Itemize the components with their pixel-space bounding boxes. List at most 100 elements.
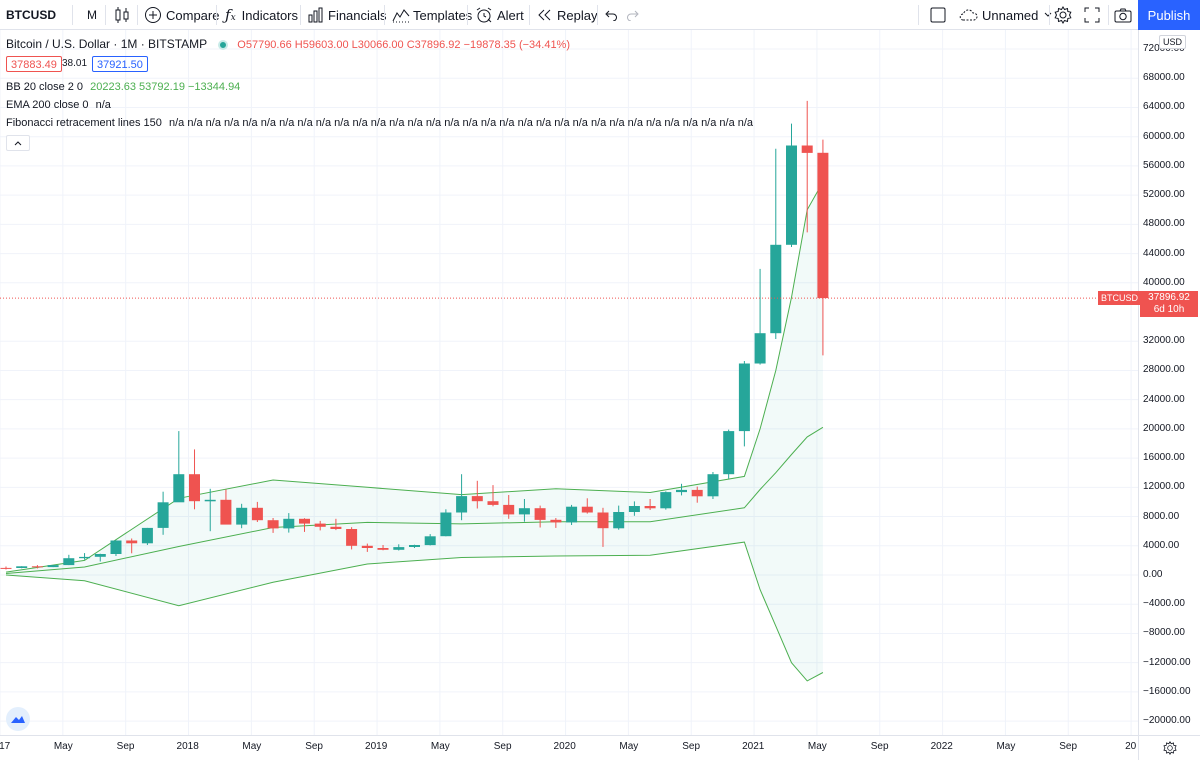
bb-name: BB 20 close 2 0 [6,81,84,93]
fullscreen-button[interactable] [1084,0,1100,30]
financials-label: Financials [328,7,387,23]
market-status-dot [218,40,229,51]
price-axis-label: 48000.00 [1143,218,1185,230]
compare-button[interactable]: Compare [144,0,219,30]
candle-body [94,554,106,557]
financials-button[interactable]: Financials [308,0,387,30]
snapshot-button[interactable] [1114,0,1132,30]
price-axis-label: 52000.00 [1143,189,1185,201]
price-axis-label: 56000.00 [1143,159,1185,171]
toolbar-divider [1108,5,1109,25]
grid [0,30,1138,735]
candle-body [707,474,719,497]
symbol-search-button[interactable]: BTCUSD [6,8,56,22]
toolbar-divider [597,5,598,25]
undo-button[interactable] [604,0,618,30]
price-axis[interactable]: 72000.0068000.0064000.0060000.0056000.00… [1138,30,1200,735]
settings-button[interactable] [1054,0,1072,30]
candle-body [817,152,829,299]
expand-icon [1084,7,1100,23]
chart-type-button[interactable] [114,0,130,30]
bid-price[interactable]: 37883.49 [6,56,62,72]
fullscreen-toggle[interactable] [930,0,946,30]
camera-icon [1114,8,1132,23]
toolbar-divider [918,5,919,25]
fib-legend[interactable]: Fibonacci retracement lines 150 n/a n/a … [6,117,753,129]
toolbar-divider [137,5,138,25]
bar-chart-icon [308,7,323,23]
time-axis-label: 2020 [553,741,576,752]
candle-body [424,536,436,546]
time-axis[interactable]: 2017 May Sep 2018 May Sep 2019 May Sep 2020 May Sep… [0,735,1138,760]
candle-body [16,566,28,568]
indicators-button[interactable]: ƒx Indicators [225,0,298,30]
logo-icon [11,716,25,723]
price-axis-label: −8000.00 [1143,627,1185,639]
ask-price[interactable]: 37921.50 [92,56,148,72]
redo-button[interactable] [626,0,640,30]
price-axis-label: 4000.00 [1143,539,1180,551]
time-axis-label: Sep [305,741,323,752]
time-axis-label: Sep [493,741,512,752]
price-axis-label: 28000.00 [1143,364,1185,376]
interval-button[interactable]: M [87,8,97,22]
rewind-icon [538,9,551,21]
symbol-title: Bitcoin / U.S. Dollar · 1M · BITSTAMP [6,37,208,51]
toolbar-divider [300,5,301,25]
currency-label[interactable]: USD [1159,35,1187,49]
price-axis-label: 60000.00 [1143,130,1185,142]
time-axis-label: 20 [1125,741,1137,752]
toolbar-divider [467,5,468,25]
candle-body [267,520,279,529]
redo-icon [627,10,639,21]
candle-body [204,499,216,502]
candle-body [471,496,483,502]
candle-body [440,512,452,537]
candle-body [676,489,687,493]
time-axis-label: May [53,741,73,752]
ema-value: n/a [95,99,111,111]
price-axis-label: 68000.00 [1143,72,1185,84]
alert-button[interactable]: Alert [475,0,524,30]
candle-body [393,547,405,550]
candle-body [361,545,373,548]
candle-body [126,540,138,544]
time-axis-label: 2019 [365,741,388,752]
tradingview-logo[interactable] [6,707,30,731]
bollinger-lower-line [5,541,824,682]
publish-button[interactable]: Publish [1138,0,1200,30]
price-axis-label: −4000.00 [1143,598,1185,610]
toolbar-divider [72,5,73,25]
price-axis-label: −20000.00 [1143,715,1191,727]
candle-body [487,501,499,505]
candle-body [801,145,813,153]
candle-body [0,567,12,569]
time-axis-label: Sep [1059,741,1078,752]
candle-body [283,518,295,529]
candle-body [518,508,530,515]
ema-name: EMA 200 close 0 [6,99,89,111]
price-axis-label: 16000.00 [1143,452,1185,464]
symbol-legend[interactable]: Bitcoin / U.S. Dollar · 1M · BITSTAMP O5… [6,37,570,51]
candle-body [550,519,562,523]
templates-button[interactable]: Templates [392,0,472,30]
indicators-label: Indicators [241,7,299,23]
price-axis-label: 44000.00 [1143,247,1185,259]
compare-label: Compare [166,7,220,23]
chart-settings-button[interactable] [1138,735,1200,760]
bb-legend[interactable]: BB 20 close 2 0 20223.63 53792.19 −13344… [6,81,240,93]
fib-values: n/a n/a n/a n/a n/a n/a n/a n/a n/a n/a … [168,117,754,129]
layout-menu-button[interactable]: Unnamed [958,0,1052,30]
candle-body [157,502,169,528]
time-axis-label: Sep [870,741,889,752]
replay-button[interactable]: Replay [538,0,597,30]
candle-body [141,527,153,544]
candle-body [31,566,43,568]
collapse-legend-button[interactable] [6,135,30,151]
ema-legend[interactable]: EMA 200 close 0 n/a [6,99,111,111]
templates-icon [392,9,410,23]
candle-body [251,507,263,521]
candle-body [220,499,232,525]
candle-body [456,496,468,513]
